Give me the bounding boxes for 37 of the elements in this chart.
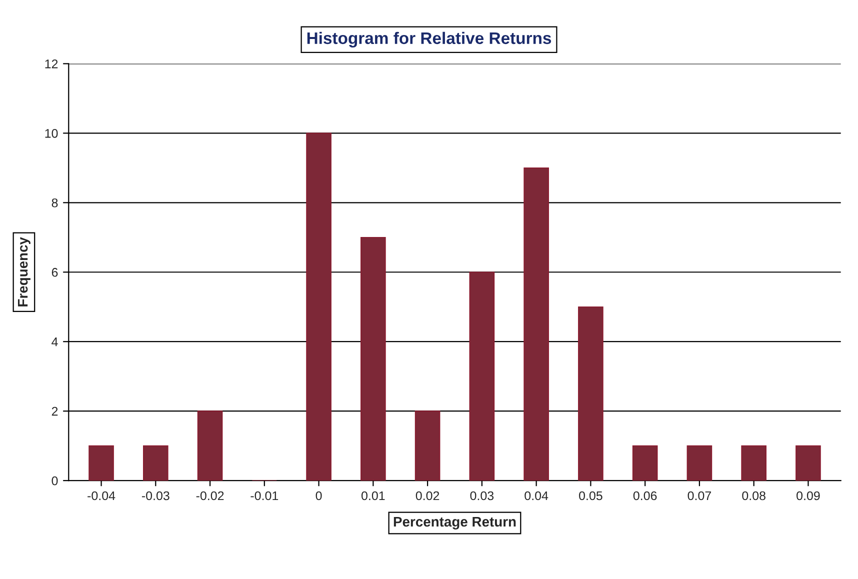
x-tick-label: -0.01: [250, 491, 278, 500]
bar: [197, 410, 223, 481]
chart-title: Histogram for Relative Returns: [307, 32, 552, 48]
x-tick-label: 0: [316, 491, 322, 500]
bar: [469, 272, 495, 481]
bar: [88, 445, 114, 481]
x-tick-label: 0.07: [688, 491, 711, 500]
bar: [524, 167, 549, 481]
x-tick-label: -0.02: [196, 491, 224, 500]
bar: [632, 445, 658, 481]
x-tick-label: 0.04: [524, 491, 548, 500]
x-tick-label: 0.06: [633, 491, 657, 500]
x-tick-label: 0.08: [742, 491, 766, 500]
bar: [360, 236, 386, 481]
y-tick-label: 12: [45, 59, 58, 68]
bar: [306, 132, 332, 481]
y-axis-title: Frequency: [18, 237, 30, 306]
x-tick-label: 0.02: [416, 491, 440, 500]
y-tick-label: 0: [52, 476, 58, 486]
x-axis-title: Percentage Return: [394, 516, 516, 530]
bar: [686, 445, 712, 481]
y-tick-label: 8: [52, 198, 58, 208]
bar: [578, 306, 604, 481]
y-tick-label: 4: [52, 338, 58, 346]
x-tick-label: 0.03: [470, 491, 494, 500]
bar: [796, 445, 821, 481]
x-tick-label: 0.09: [796, 491, 820, 500]
y-tick-label: 10: [45, 128, 58, 138]
bar: [414, 410, 440, 481]
y-tick-label: 2: [52, 406, 58, 416]
x-tick-label: -0.03: [142, 491, 170, 500]
bar: [741, 445, 766, 481]
y-tick-label: 6: [52, 268, 58, 277]
x-tick-label: 0.01: [361, 491, 385, 500]
x-tick-label: 0.05: [579, 491, 602, 500]
x-tick-label: -0.04: [88, 491, 116, 500]
bar: [142, 445, 168, 481]
